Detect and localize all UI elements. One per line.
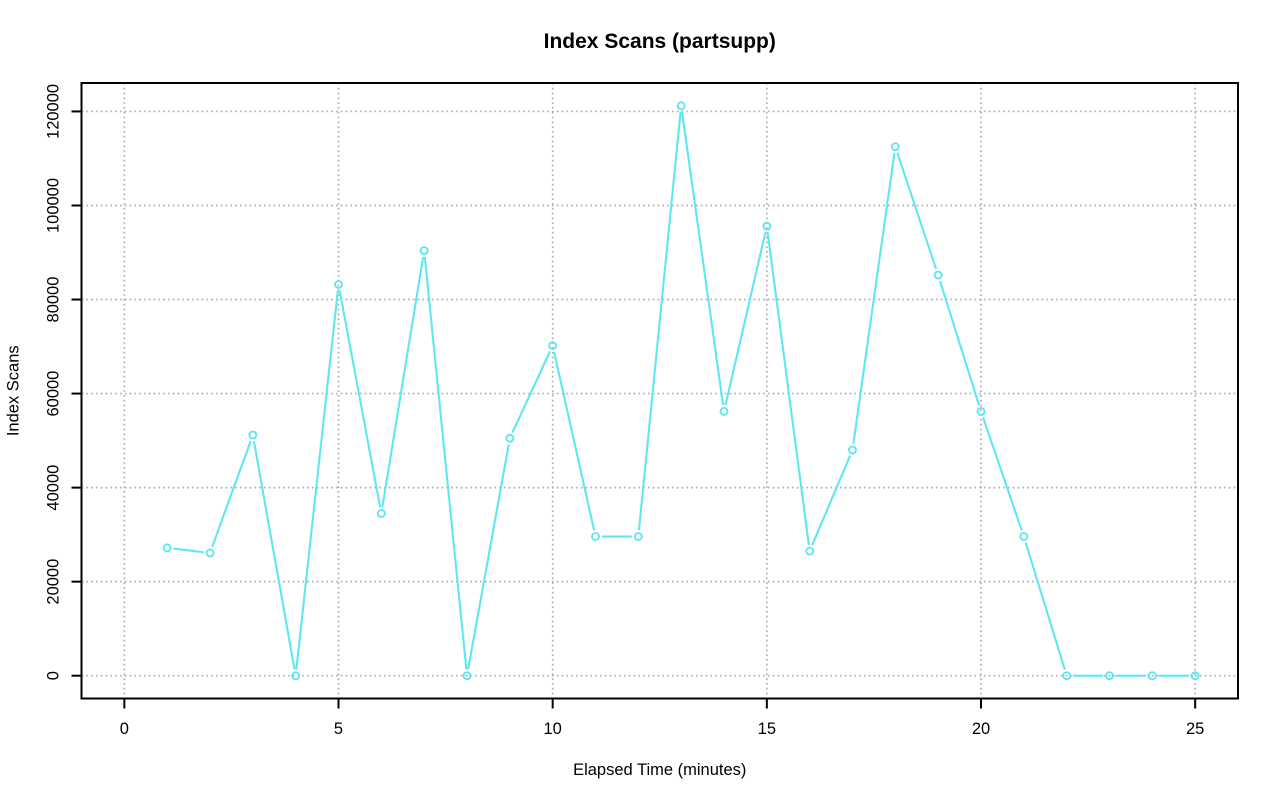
series-line-segment	[253, 440, 296, 670]
data-point-marker	[805, 546, 815, 556]
data-point-marker	[505, 433, 515, 443]
data-point-marker	[890, 142, 900, 152]
series-line-segment	[852, 152, 896, 444]
y-tick-label: 80000	[45, 277, 63, 323]
data-point-marker	[334, 280, 343, 289]
series-line-segment	[896, 152, 937, 270]
data-point-marker	[633, 532, 643, 541]
y-tick-label: 20000	[45, 559, 63, 605]
series-line-segment	[338, 290, 382, 508]
series-line-segment	[724, 232, 767, 406]
data-point-marker	[1190, 671, 1200, 681]
y-tick-label: 0	[45, 671, 63, 680]
data-point-marker	[205, 548, 215, 558]
series-line-segment	[681, 111, 725, 406]
data-point-marker	[548, 341, 558, 351]
series-line-segment	[939, 280, 980, 406]
data-point-marker	[719, 406, 729, 416]
x-tick-label: 5	[334, 720, 343, 738]
series-line-segment	[637, 111, 682, 531]
data-point-marker	[162, 543, 172, 553]
data-point-marker	[762, 221, 772, 231]
data-point-marker	[1062, 671, 1072, 681]
series-line-segment	[1024, 542, 1066, 670]
data-point-marker	[676, 101, 686, 111]
data-point-marker	[291, 671, 301, 681]
series-line-segment	[211, 440, 252, 548]
y-tick-label: 120000	[45, 84, 63, 139]
series-line-segment	[423, 256, 468, 670]
data-point-marker	[976, 406, 986, 416]
data-point-marker	[933, 270, 943, 280]
y-tick-label: 60000	[45, 371, 63, 417]
series-line-segment	[295, 290, 339, 670]
data-point-marker	[419, 246, 429, 256]
x-axis-title: Elapsed Time (minutes)	[573, 761, 746, 779]
data-point-marker	[591, 532, 600, 541]
x-tick-label: 10	[543, 720, 561, 738]
data-point-marker	[248, 430, 258, 440]
series-line-segment	[173, 547, 204, 554]
series-line-segment	[553, 351, 595, 531]
chart-title: Index Scans (partsupp)	[544, 30, 776, 53]
data-point-marker	[848, 445, 857, 455]
series-line-segment	[467, 444, 510, 670]
x-tick-label: 25	[1186, 720, 1204, 738]
data-point-marker	[1105, 671, 1114, 681]
series-line-segment	[381, 256, 425, 508]
data-point-marker	[1019, 532, 1029, 541]
axis-tick-label-layer: 0 5 10 15 20 25 0 20000 40000 60000 80000 100000 120…	[45, 84, 1205, 738]
grid-layer	[81, 83, 1238, 699]
y-tick-label: 100000	[45, 178, 63, 233]
y-tick-label: 40000	[45, 465, 63, 511]
data-point-marker	[462, 671, 472, 681]
series-line-segment	[511, 351, 551, 433]
axis-tick-layer	[71, 110, 1197, 709]
data-series-layer	[162, 101, 1200, 681]
x-tick-label: 20	[972, 720, 990, 738]
data-point-marker	[1147, 671, 1157, 681]
x-tick-label: 0	[120, 720, 129, 738]
data-point-marker	[376, 509, 386, 518]
series-line-segment	[982, 417, 1023, 531]
series-line-segment	[766, 232, 810, 546]
plot-border-box	[80, 82, 1239, 700]
series-line-segment	[811, 455, 851, 546]
x-tick-label: 15	[758, 720, 776, 738]
y-axis-title: Index Scans	[5, 345, 23, 436]
